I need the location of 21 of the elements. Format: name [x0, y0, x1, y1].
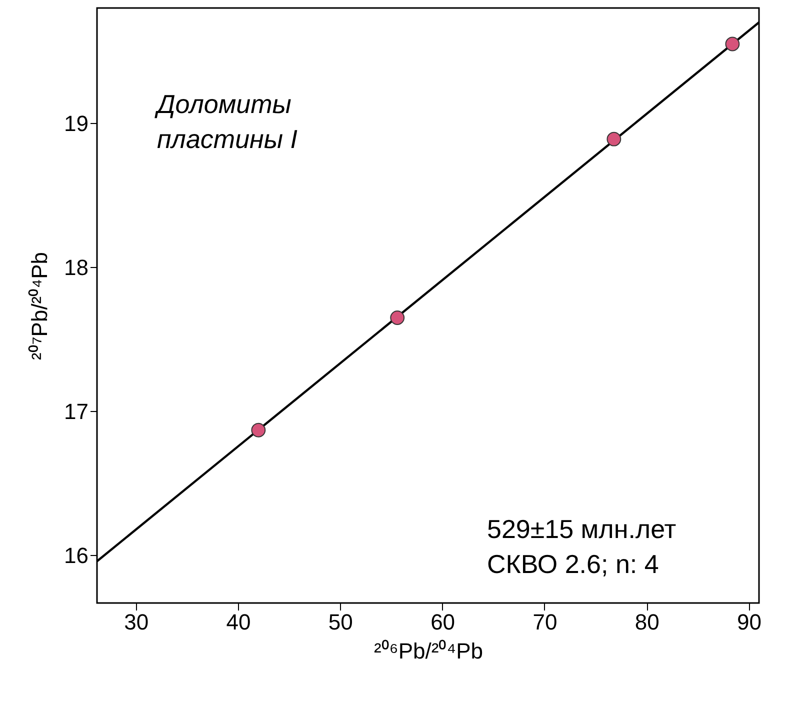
y-axis-title: ²⁰⁷Pb/²⁰⁴Pb: [27, 252, 52, 360]
point: [390, 310, 405, 325]
y-tick-label: 19: [64, 110, 88, 136]
x-tick-label: 80: [634, 610, 660, 634]
x-tick-label: 30: [124, 610, 149, 634]
y-tick-label: 16: [64, 542, 88, 568]
x-tick-label: 90: [737, 610, 762, 634]
annotation: СКВО 2.6; n: 4: [487, 549, 659, 579]
point: [606, 132, 622, 146]
x-axis-title: ²⁰⁶Pb/²⁰⁴Pb: [374, 638, 484, 664]
point: [725, 36, 740, 52]
annotation: Доломиты: [154, 89, 292, 119]
point: [251, 422, 266, 438]
y-tick-label: 17: [64, 398, 88, 424]
annotation: пластины I: [157, 124, 298, 154]
x-tick-label: 60: [430, 610, 456, 634]
annotation: 529±15 млн.лет: [487, 514, 676, 544]
y-tick-label: 18: [64, 254, 88, 280]
x-tick-label: 40: [226, 610, 251, 634]
x-tick-label: 70: [532, 610, 558, 634]
x-tick-label: 50: [328, 610, 353, 634]
